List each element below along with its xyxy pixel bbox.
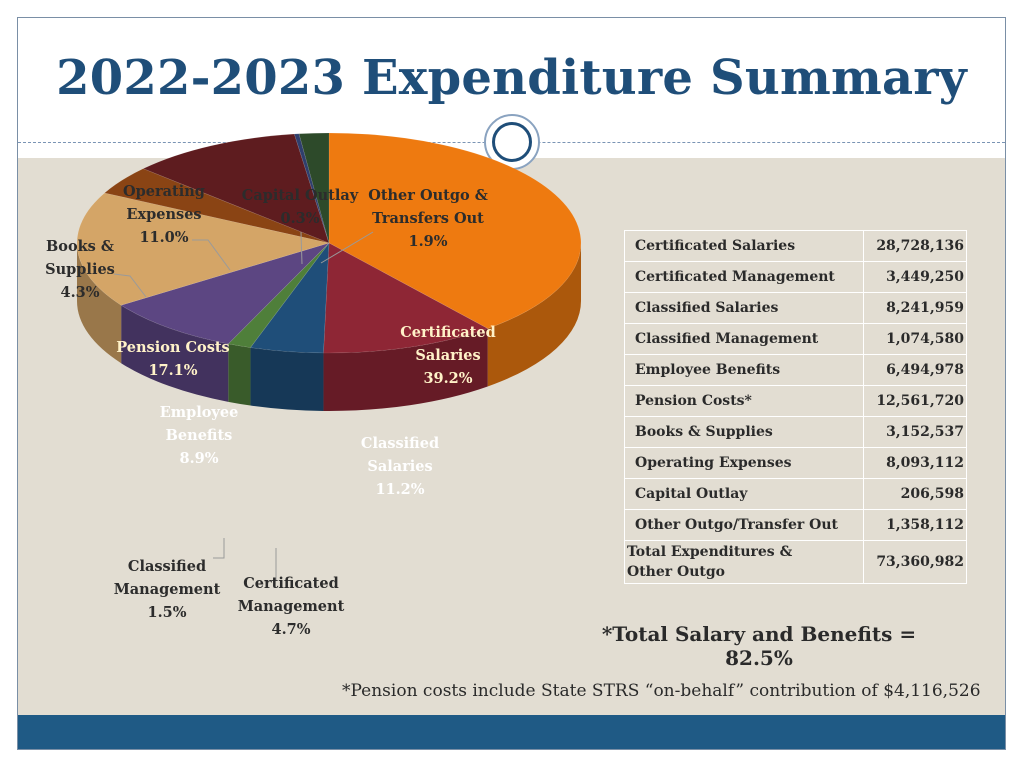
pension-footnote: *Pension costs include State STRS “on-be… xyxy=(342,681,981,701)
pie-slice-classified-salaries xyxy=(323,242,489,354)
pie-leader-line xyxy=(300,231,303,265)
pie-label-books-supplies: Books & Supplies 4.3% xyxy=(45,238,115,301)
pie-sides xyxy=(77,243,581,411)
table-row: Capital Outlay 206,598 xyxy=(624,478,967,510)
pie-slice-certificated-salaries xyxy=(328,132,582,329)
pie-label-pension-costs: Pension Costs 17.1% xyxy=(116,339,229,379)
table-cell-category: Books & Supplies xyxy=(624,416,864,448)
pie-label-capital-outlay: Capital Outlay 0.3% xyxy=(242,187,359,227)
pie-top xyxy=(76,132,582,354)
pie-leader-line xyxy=(192,239,231,271)
table-total-amount: 73,360,982 xyxy=(863,540,967,584)
table-cell-category: Pension Costs* xyxy=(624,385,864,417)
pie-label-classified-salaries: Classified Salaries 11.2% xyxy=(361,435,439,498)
table-row: Other Outgo/Transfer Out 1,358,112 xyxy=(624,509,967,541)
pie-side-employee-benefits xyxy=(121,305,229,402)
table-total-label-line: Other Outgo xyxy=(627,564,725,580)
pie-slice-operating-expenses xyxy=(142,133,330,244)
table-row: Books & Supplies 3,152,537 xyxy=(624,416,967,448)
table-cell-amount: 3,152,537 xyxy=(863,416,967,448)
pie-side-certificated-management xyxy=(250,347,324,411)
pie-label-classified-management: Classified Management 1.5% xyxy=(114,558,221,621)
pie-side-classified-management xyxy=(228,343,251,406)
pie-slice-employee-benefits xyxy=(120,242,330,345)
table-cell-category: Other Outgo/Transfer Out xyxy=(624,509,864,541)
table-cell-amount: 1,358,112 xyxy=(863,509,967,541)
pie-label-operating-expenses: Operating Expenses 11.0% xyxy=(123,183,205,246)
pie-leader-line xyxy=(213,538,225,559)
table-row: Employee Benefits 6,494,978 xyxy=(624,354,967,386)
pie-side-pension-costs xyxy=(77,243,122,364)
table-cell-amount: 12,561,720 xyxy=(863,385,967,417)
table-row: Certificated Salaries 28,728,136 xyxy=(624,230,967,262)
expenditure-pie-chart: Certificated Salaries 39.2% Classified Salar… xyxy=(45,132,582,638)
table-total-label-line: Total Expenditures & xyxy=(627,544,793,560)
expenditure-table: Certificated Salaries 28,728,136 Certific… xyxy=(624,230,967,584)
table-row: Operating Expenses 8,093,112 xyxy=(624,447,967,479)
page-title: 2022-2023 Expenditure Summary xyxy=(56,50,967,106)
pie-side-classified-salaries xyxy=(323,328,488,411)
table-row: Classified Salaries 8,241,959 xyxy=(624,292,967,324)
table-cell-amount: 206,598 xyxy=(863,478,967,510)
table-cell-category: Capital Outlay xyxy=(624,478,864,510)
pie-slice-certificated-management xyxy=(249,242,330,354)
table-row: Certificated Management 3,449,250 xyxy=(624,261,967,293)
table-cell-amount: 8,093,112 xyxy=(863,447,967,479)
table-cell-category: Certificated Management xyxy=(624,261,864,293)
pie-labels: Certificated Salaries 39.2% Classified Salar… xyxy=(45,183,496,638)
table-cell-category: Certificated Salaries xyxy=(624,230,864,262)
pie-slice-classified-management xyxy=(227,242,330,348)
slide-header: 2022-2023 Expenditure Summary xyxy=(18,18,1005,170)
pie-slice-other-outgo-transfers-out xyxy=(298,132,330,244)
slide: 2022-2023 Expenditure Summary Certificat… xyxy=(17,17,1006,750)
table-cell-category: Employee Benefits xyxy=(624,354,864,386)
table-cell-category: Classified Management xyxy=(624,323,864,355)
pie-leader-line xyxy=(113,273,147,298)
table-total-label: Total Expenditures & Other Outgo xyxy=(624,540,864,584)
pie-leader-line xyxy=(320,231,374,264)
ring-ornament-inner xyxy=(492,122,532,162)
table-cell-amount: 28,728,136 xyxy=(863,230,967,262)
pie-label-certificated-salaries: Certificated Salaries 39.2% xyxy=(400,324,495,387)
pie-leaders xyxy=(113,231,374,580)
pie-slice-pension-costs xyxy=(76,192,331,306)
table-row: Classified Management 1,074,580 xyxy=(624,323,967,355)
table-cell-category: Operating Expenses xyxy=(624,447,864,479)
table-total-row: Total Expenditures & Other Outgo 73,360,… xyxy=(624,540,967,584)
pie-slice-capital-outlay xyxy=(293,133,330,244)
pie-label-other-outgo-transfers-out: Other Outgo & Transfers Out 1.9% xyxy=(368,187,488,250)
pie-slice-books-supplies xyxy=(103,168,330,244)
pie-side-certificated-salaries xyxy=(487,243,581,387)
table-cell-category: Classified Salaries xyxy=(624,292,864,324)
table-cell-amount: 6,494,978 xyxy=(863,354,967,386)
footer-bar xyxy=(18,715,1005,749)
pie-label-employee-benefits: Employee Benefits 8.9% xyxy=(160,404,239,467)
table-cell-amount: 1,074,580 xyxy=(863,323,967,355)
table-cell-amount: 8,241,959 xyxy=(863,292,967,324)
total-salary-note: *Total Salary and Benefits = 82.5% xyxy=(601,622,917,670)
table-cell-amount: 3,449,250 xyxy=(863,261,967,293)
pie-label-certificated-management: Certificated Management 4.7% xyxy=(238,575,345,638)
table-row: Pension Costs* 12,561,720 xyxy=(624,385,967,417)
